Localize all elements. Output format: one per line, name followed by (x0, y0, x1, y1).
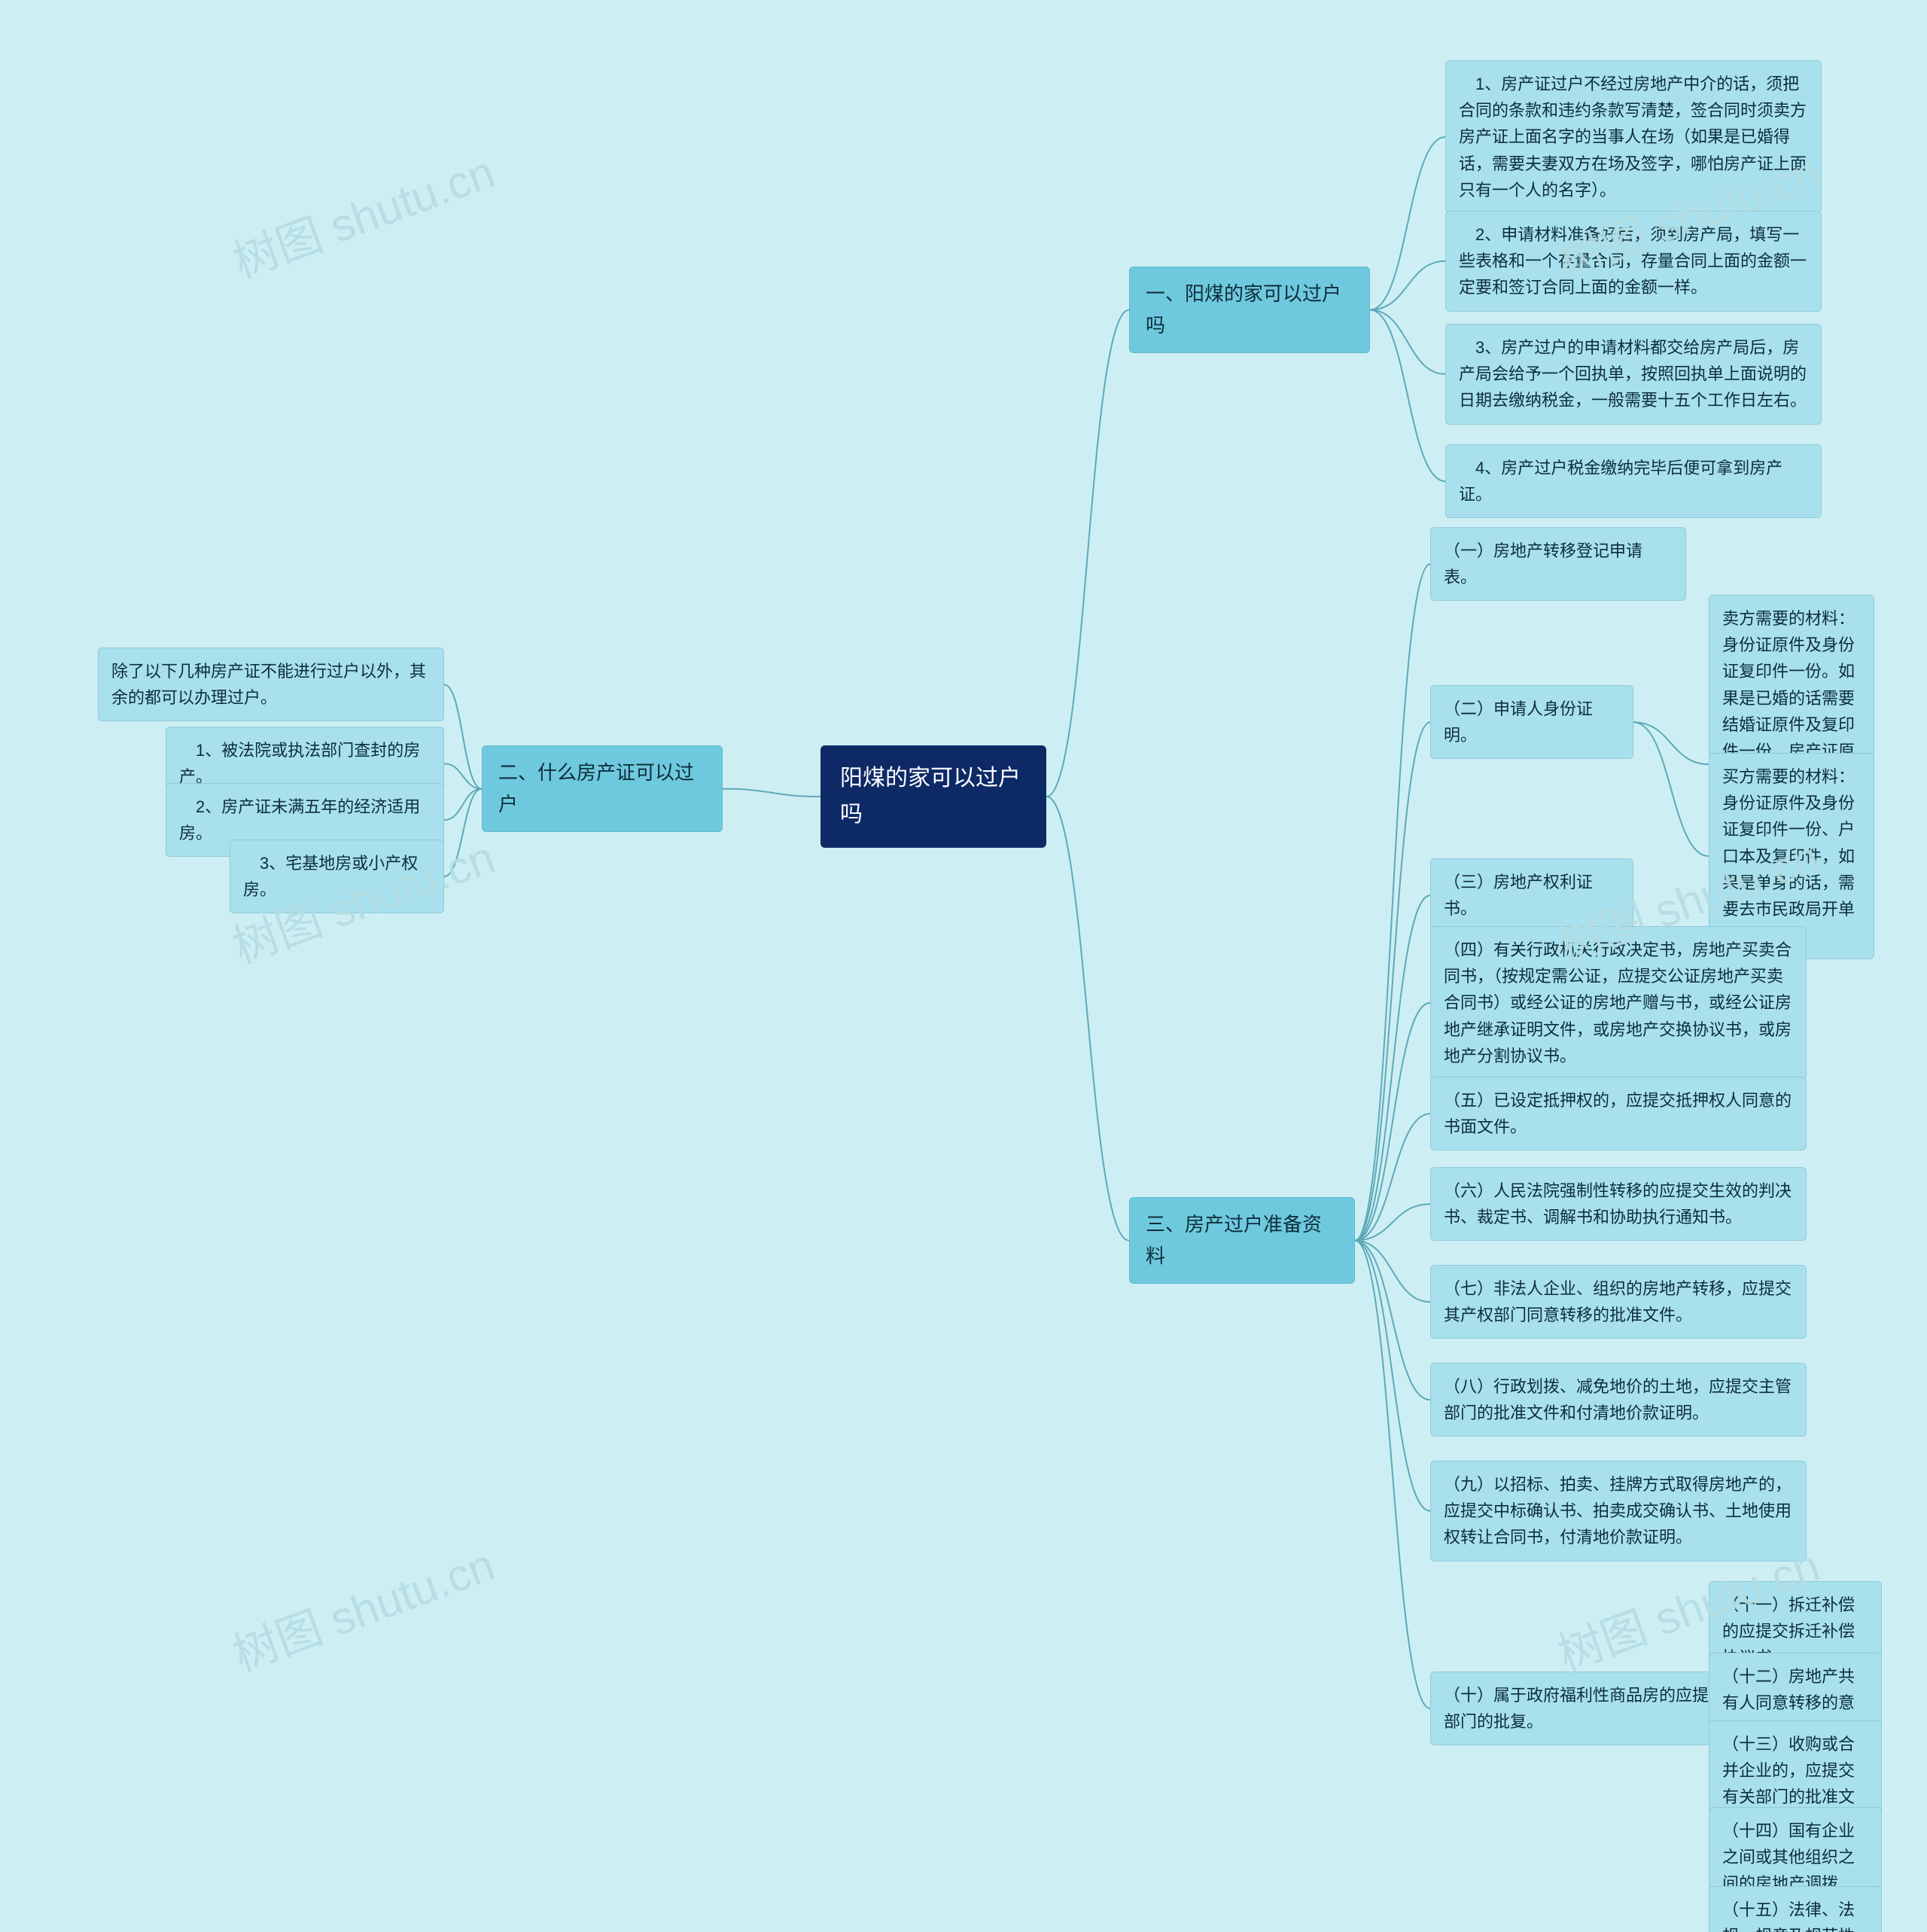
leaf-b3-8: （九）以招标、拍卖、挂牌方式取得房地产的，应提交中标确认书、拍卖成交确认书、土地… (1430, 1461, 1807, 1562)
leaf-b3-5: （六）人民法院强制性转移的应提交生效的判决书、裁定书、调解书和协助执行通知书。 (1430, 1167, 1807, 1241)
leaf-b3-7: （八）行政划拨、减免地价的土地，应提交主管部门的批准文件和付清地价款证明。 (1430, 1363, 1807, 1437)
leaf-b3-4: （五）已设定抵押权的，应提交抵押权人同意的书面文件。 (1430, 1077, 1807, 1150)
branch-b3: 三、房产过户准备资料 (1129, 1197, 1355, 1284)
watermark: 树图 shutu.cn (223, 1528, 502, 1684)
leaf-b1-3: 4、房产过户税金缴纳完毕后便可拿到房产证。 (1445, 444, 1822, 518)
leaf-b3-6: （七）非法人企业、组织的房地产转移，应提交其产权部门同意转移的批准文件。 (1430, 1265, 1807, 1339)
root-node: 阳煤的家可以过户吗 (820, 745, 1046, 848)
leaf-b3-3: （四）有关行政机关行政决定书，房地产买卖合同书，（按规定需公证，应提交公证房地产… (1430, 926, 1807, 1080)
leaf-b2-0: 除了以下几种房产证不能进行过户以外，其余的都可以办理过户。 (98, 648, 444, 721)
leaf-b1-0: 1、房产证过户不经过房地产中介的话，须把合同的条款和违约条款写清楚，签合同时须卖… (1445, 60, 1822, 214)
branch-b2: 二、什么房产证可以过户 (482, 745, 723, 832)
leaf-b3-0: （一）房地产转移登记申请表。 (1430, 527, 1686, 601)
watermark: 树图 shutu.cn (223, 136, 502, 291)
branch-b1: 一、阳煤的家可以过户吗 (1129, 267, 1370, 353)
leaf-b3-1: （二）申请人身份证明。 (1430, 685, 1633, 759)
leaf-b1-1: 2、申请材料准备好后，须到房产局，填写一些表格和一个存量合同，存量合同上面的金额… (1445, 211, 1822, 312)
leaf-b2-3: 3、宅基地房或小产权房。 (230, 840, 444, 913)
leaf-b3-2: （三）房地产权利证书。 (1430, 858, 1633, 932)
leaf-b1-2: 3、房产过户的申请材料都交给房产局后，房产局会给予一个回执单，按照回执单上面说明… (1445, 324, 1822, 425)
subleaf-b3-9-4: （十五）法律、法规、规章及规范性文件规定的其他文件。 (1709, 1886, 1882, 1932)
